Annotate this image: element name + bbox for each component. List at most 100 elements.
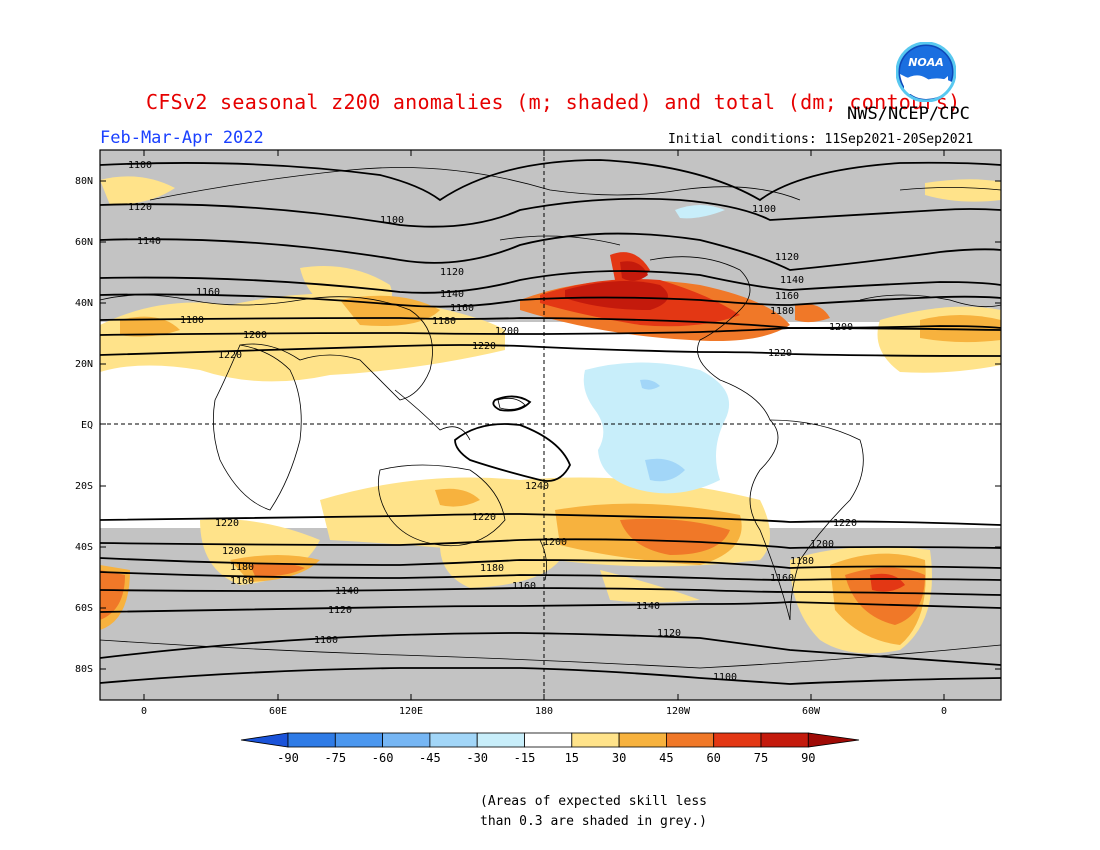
lon-label: 60E	[269, 706, 287, 717]
contour-label: 1120	[775, 252, 799, 263]
footnote-line-2: than 0.3 are shaded in grey.)	[480, 814, 707, 829]
contour-label: 1140	[335, 586, 359, 597]
contour-label: 1220	[218, 350, 242, 361]
anomaly-75-90-shading	[565, 261, 668, 310]
lon-label: 180	[535, 706, 553, 717]
colorbar-segment	[287, 732, 336, 748]
contour-label: 1200	[543, 537, 567, 548]
colorbar-tick-label: -15	[513, 751, 536, 765]
lat-label: 60S	[75, 603, 93, 614]
lat-label: 80S	[75, 664, 93, 675]
colorbar-tick-label: -75	[324, 751, 347, 765]
contour-label: 1120	[328, 605, 352, 616]
contour-label: 1180	[770, 306, 794, 317]
lon-label: 0	[141, 706, 147, 717]
negative-anomaly-shading	[583, 362, 730, 494]
arctic-negative-anomaly	[675, 205, 725, 219]
colorbar-tick-label: -30	[466, 751, 489, 765]
colorbar-tick-label: 90	[801, 751, 816, 765]
contour-label: 1100	[314, 635, 338, 646]
lat-label: 60N	[75, 237, 93, 248]
contour-label: 1100	[752, 204, 776, 215]
contour-label: 1160	[230, 576, 254, 587]
contour-label: 1140	[780, 275, 804, 286]
lon-label: 120W	[666, 706, 691, 717]
lat-labels: 80N 60N 40N 20N EQ 20S 40S 60S 80S	[75, 176, 93, 675]
contour-label: 1180	[180, 315, 204, 326]
contour-label: 1120	[657, 628, 681, 639]
footnote-line-1: (Areas of expected skill less	[480, 794, 707, 809]
contour-label: 1200	[495, 326, 519, 337]
lat-label: 40N	[75, 298, 93, 309]
lat-ticks	[100, 180, 1001, 670]
colorbar-tick-label: -45	[419, 751, 441, 765]
contour-label: 1160	[196, 287, 220, 298]
contour-label: 1100	[713, 672, 737, 683]
colorbar-segment	[334, 732, 383, 748]
colorbar-tick-label: 60	[706, 751, 721, 765]
colorbar-tick-label: 15	[564, 751, 580, 765]
colorbar-tick-label: 45	[659, 751, 674, 765]
contour-label: 1200	[810, 539, 834, 550]
lat-label: 40S	[75, 542, 93, 553]
colorbar-segment	[524, 732, 573, 748]
contour-label: 1180	[480, 563, 504, 574]
lon-label: 0	[941, 706, 947, 717]
colorbar	[240, 732, 860, 748]
contour-label: 1200	[829, 322, 853, 333]
contour-label: 1220	[768, 348, 792, 359]
lat-label: 20N	[75, 359, 93, 370]
graticule	[100, 150, 1001, 700]
colorbar-segment	[429, 732, 478, 748]
map-title: CFSv2 seasonal z200 anomalies (m; shaded…	[146, 90, 961, 114]
contour-label: 1140	[440, 289, 464, 300]
colorbar-tick-label: 30	[611, 751, 627, 765]
colorbar-segment	[382, 732, 431, 748]
contour-label: 1140	[137, 236, 161, 247]
colorbar-tick-label: -60	[371, 751, 394, 765]
skill-footnote: (Areas of expected skill less than 0.3 a…	[480, 792, 707, 832]
colorbar-tick-label: 75	[753, 751, 769, 765]
colorbar-segment	[713, 732, 762, 748]
colorbar-tick-label: -90	[277, 751, 299, 765]
lon-ticks	[143, 150, 945, 700]
colorbar-segment	[476, 732, 525, 748]
contour-label: 1200	[243, 330, 267, 341]
colorbar-arrow-right	[807, 732, 860, 748]
contour-label: 1240	[525, 481, 549, 492]
lat-label: 20S	[75, 481, 93, 492]
contour-label: 1200	[222, 546, 246, 557]
contour-label: 1120	[128, 202, 152, 213]
initial-conditions-label: Initial conditions: 11Sep2021-20Sep2021	[668, 132, 974, 147]
colorbar-segment	[571, 732, 620, 748]
contour-label: 1180	[790, 556, 814, 567]
contour-label: 1220	[472, 512, 496, 523]
contour-label: 1180	[230, 562, 254, 573]
contour-label: 1180	[432, 316, 456, 327]
contour-label: 1100	[380, 215, 404, 226]
contour-label: 1160	[775, 291, 799, 302]
contour-label: 1220	[833, 518, 857, 529]
contour-label: 1160	[512, 581, 536, 592]
lon-label: 60W	[802, 706, 821, 717]
contour-label: 1160	[770, 573, 794, 584]
lat-label: EQ	[81, 420, 93, 431]
contour-label: 1220	[472, 341, 496, 352]
noaa-logo: NOAA	[896, 42, 956, 102]
contour-labels: 1100 1100 1100 1120 1120 1120 1140 1140 …	[128, 160, 857, 683]
contour-label: 1160	[450, 303, 474, 314]
map-frame	[99, 149, 1002, 701]
lat-label: 80N	[75, 176, 93, 187]
contour-label: 1220	[215, 518, 239, 529]
height-contours	[100, 159, 1001, 685]
colorbar-arrow-left	[240, 732, 289, 748]
contour-label: 1140	[636, 601, 660, 612]
svg-text:NOAA: NOAA	[908, 56, 944, 69]
season-label: Feb-Mar-Apr 2022	[100, 128, 264, 148]
agency-label: NWS/NCEP/CPC	[847, 104, 970, 124]
colorbar-segment	[618, 732, 667, 748]
contour-label: 1100	[128, 160, 152, 171]
colorbar-segment	[666, 732, 715, 748]
colorbar-segment	[760, 732, 809, 748]
